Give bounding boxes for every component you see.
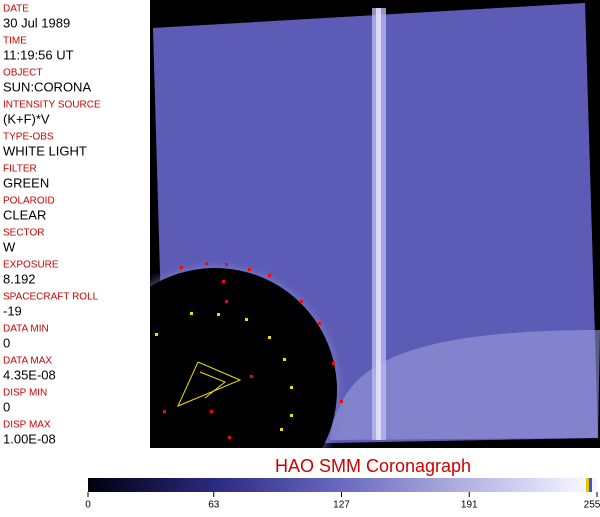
field-value: 30 Jul 1989: [3, 15, 70, 30]
field-label: SPACECRAFT ROLL: [3, 292, 99, 303]
coronagraph-image: [150, 0, 600, 448]
field-value: 4.35E-08: [3, 367, 56, 382]
colorbar-axis: 0 63 127 191 255: [85, 492, 600, 511]
field-label: EXPOSURE: [3, 260, 59, 271]
tick-label: 255: [584, 500, 600, 511]
tick-label: 63: [208, 500, 220, 511]
field-label: DATA MAX: [3, 356, 52, 367]
field-value: CLEAR: [3, 207, 46, 222]
field-value: 8.192: [3, 271, 36, 286]
field-value: 1.00E-08: [3, 431, 56, 446]
tick-label: 191: [461, 500, 478, 511]
colorbar: [88, 478, 597, 492]
field-value: 0: [3, 399, 10, 414]
colorbar-end: [589, 478, 592, 492]
field-label: TIME: [3, 36, 27, 47]
field-label: DATE: [3, 4, 29, 15]
field-label: POLAROID: [3, 196, 55, 207]
field-label: DISP MIN: [3, 388, 47, 399]
field-label: OBJECT: [3, 68, 42, 79]
field-label: FILTER: [3, 164, 37, 175]
field-label: TYPE-OBS: [3, 132, 54, 143]
field-value: 11:19:56 UT: [3, 47, 74, 62]
field-value: GREEN: [3, 175, 49, 190]
field-value: W: [3, 239, 16, 254]
field-label: DATA MIN: [3, 324, 49, 335]
field-value: WHITE LIGHT: [3, 143, 87, 158]
colorbar-end: [586, 478, 589, 492]
field-value: -19: [3, 303, 22, 318]
tick-label: 0: [85, 500, 91, 511]
field-value: (K+F)*V: [3, 111, 50, 126]
field-label: INTENSITY SOURCE: [3, 100, 101, 111]
field-label: DISP MAX: [3, 420, 51, 431]
tick-label: 127: [333, 500, 350, 511]
field-value: 0: [3, 335, 10, 350]
image-title: HAO SMM Coronagraph: [275, 456, 471, 476]
field-label: SECTOR: [3, 228, 45, 239]
header-panel: [0, 0, 150, 448]
field-value: SUN:CORONA: [3, 79, 91, 94]
